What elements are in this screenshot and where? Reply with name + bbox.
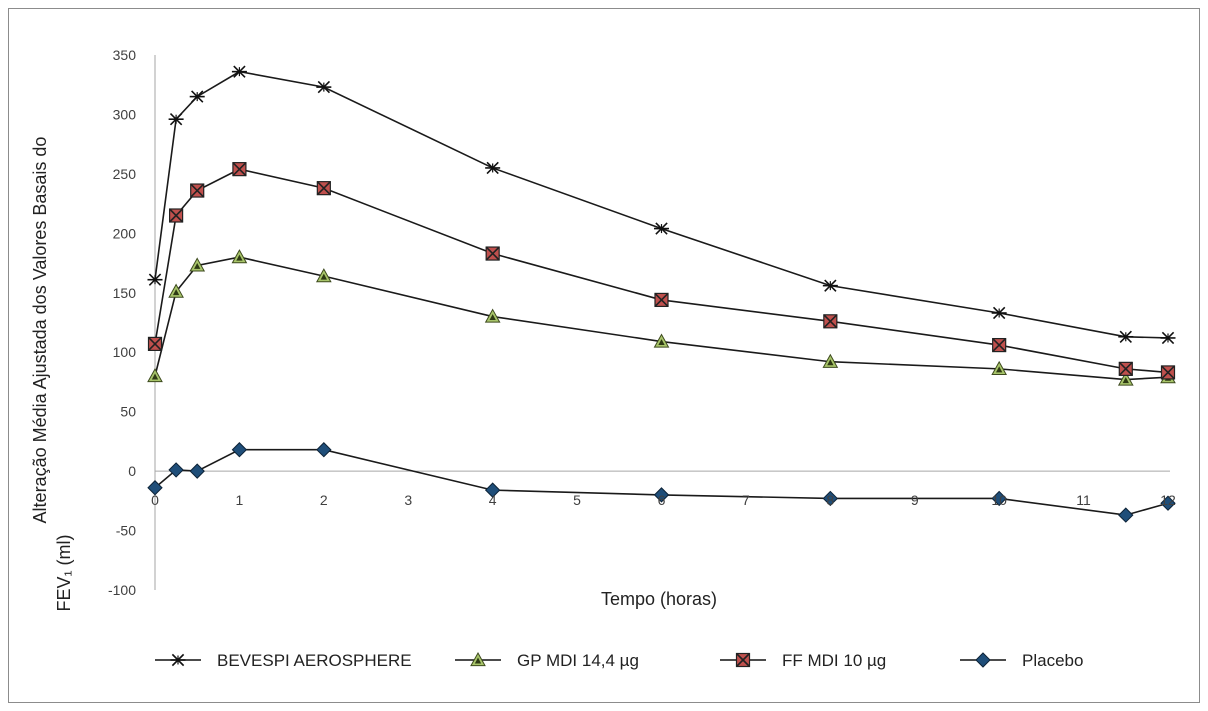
- data-point: [823, 314, 838, 329]
- y-tick-label: 200: [113, 225, 137, 241]
- data-point: [168, 113, 184, 126]
- y-tick-label: 150: [113, 285, 137, 301]
- data-point: [315, 268, 332, 283]
- data-point: [1118, 361, 1133, 376]
- data-point: [991, 360, 1008, 375]
- legend-item: BEVESPI AEROSPHERE: [155, 651, 412, 670]
- data-point: [189, 90, 205, 103]
- data-point: [822, 353, 839, 368]
- data-point: [189, 463, 205, 479]
- data-point: [654, 222, 669, 235]
- data-point: [991, 490, 1007, 507]
- x-tick-label: 7: [742, 492, 750, 508]
- data-point: [1117, 371, 1134, 386]
- y-axis-title-line2: FEV₁ (ml): [54, 534, 74, 611]
- x-tick-label: 2: [320, 492, 328, 508]
- data-point: [653, 487, 670, 503]
- legend-marker: [735, 652, 751, 668]
- x-tick-label: 11: [1076, 492, 1091, 508]
- y-tick-label: 250: [113, 166, 137, 182]
- data-point: [231, 65, 247, 78]
- data-point: [147, 273, 163, 286]
- data-point: [316, 80, 332, 94]
- x-tick-labels: 0 1 2 3 4 5 6 7 8 9 10 11 12: [151, 492, 1176, 508]
- data-point: [232, 162, 247, 177]
- x-tick-label: 4: [489, 492, 497, 508]
- y-tick-label: 100: [113, 344, 137, 360]
- data-point: [168, 462, 184, 478]
- data-point: [316, 442, 332, 458]
- legend-marker: [170, 653, 186, 667]
- data-point: [147, 480, 163, 496]
- data-point: [190, 183, 205, 198]
- series-line-1: [154, 256, 1169, 381]
- data-point: [1160, 495, 1176, 511]
- data-point: [231, 249, 248, 264]
- x-tick-label: 10: [991, 492, 1007, 508]
- x-tick-label: 0: [151, 492, 159, 508]
- legend-marker: [975, 652, 991, 668]
- data-point: [654, 292, 669, 308]
- data-point: [147, 336, 163, 351]
- data-point: [822, 279, 838, 292]
- x-tick-label: 5: [573, 492, 581, 508]
- data-point: [231, 442, 248, 458]
- x-tick-label: 9: [911, 492, 919, 508]
- y-tick-label: 50: [120, 404, 136, 420]
- y-tick-label: -50: [116, 523, 136, 539]
- legend: BEVESPI AEROSPHERE GP MDI 14,4 µg FF MDI 1…: [155, 651, 1083, 670]
- data-point: [991, 306, 1007, 320]
- data-point: [1160, 331, 1176, 345]
- legend-marker: [470, 651, 486, 667]
- data-point: [653, 333, 670, 348]
- data-point: [147, 367, 163, 383]
- data-point: [485, 246, 500, 261]
- data-point: [1160, 365, 1176, 380]
- legend-item: FF MDI 10 µg: [720, 651, 886, 670]
- x-tick-label: 3: [404, 492, 412, 508]
- y-tick-label: -100: [108, 582, 136, 598]
- data-point: [484, 308, 501, 323]
- y-axis-title-line1: Alteração Média Ajustada dos Valores Bas…: [30, 137, 50, 524]
- legend-item: Placebo: [960, 651, 1083, 670]
- data-point: [189, 257, 206, 272]
- x-axis-title: Tempo (horas): [601, 589, 717, 609]
- data-point: [316, 181, 331, 196]
- data-point: [1118, 330, 1134, 343]
- legend-item: GP MDI 14,4 µg: [455, 651, 639, 670]
- legend-label: Placebo: [1022, 651, 1083, 670]
- data-point: [822, 490, 839, 507]
- y-tick-label: 0: [128, 463, 136, 479]
- axes: [154, 55, 1170, 590]
- chart-frame: [8, 8, 1200, 703]
- x-tick-label: 6: [658, 492, 666, 508]
- data-point: [168, 283, 184, 298]
- data-point: [992, 337, 1007, 353]
- x-tick-label: 12: [1160, 492, 1176, 508]
- data-point: [484, 482, 501, 498]
- legend-label: GP MDI 14,4 µg: [517, 651, 639, 670]
- data-point: [485, 161, 501, 175]
- legend-label: BEVESPI AEROSPHERE: [217, 651, 412, 670]
- x-tick-label: 1: [236, 492, 244, 508]
- data-point: [169, 208, 184, 223]
- data-point: [1118, 507, 1134, 523]
- y-tick-labels: 350 300 250 200 150 100 50 0 -50 -100: [108, 47, 136, 598]
- y-tick-label: 300: [113, 106, 137, 122]
- series-group: [147, 65, 1176, 523]
- x-tick-label: 8: [826, 492, 834, 508]
- legend-label: FF MDI 10 µg: [782, 651, 886, 670]
- y-tick-label: 350: [113, 47, 137, 63]
